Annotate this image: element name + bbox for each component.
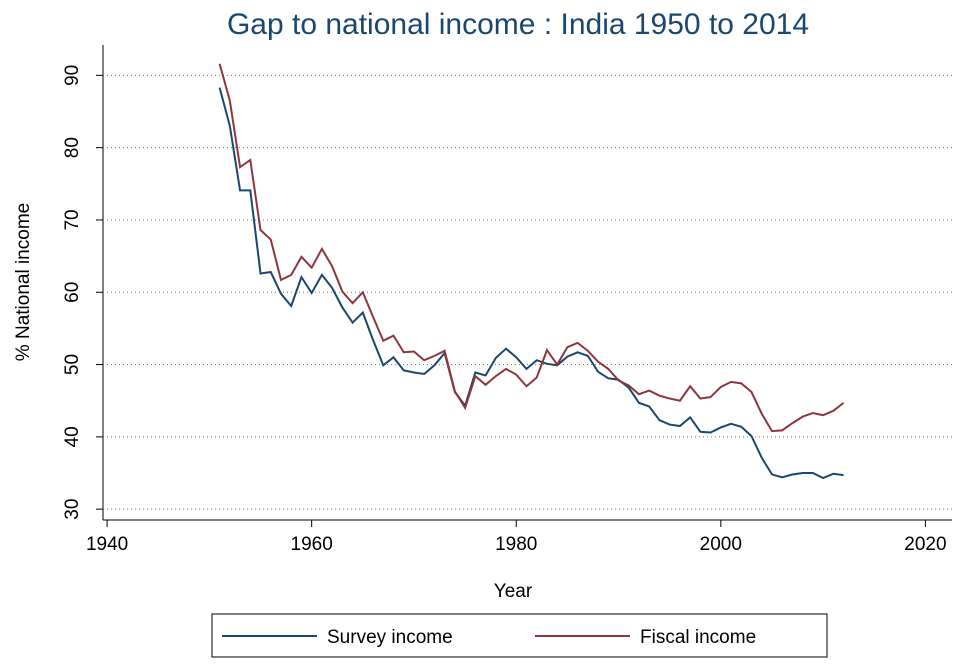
y-tick-label: 50 (62, 354, 83, 375)
y-tick-label: 40 (62, 426, 83, 447)
chart-title: Gap to national income : India 1950 to 2… (227, 8, 809, 41)
y-tick-label: 30 (62, 499, 83, 520)
x-tick-label: 2020 (904, 534, 946, 555)
y-axis-title: % National income (13, 203, 34, 361)
series-line (218, 87, 844, 480)
y-tick-label: 70 (62, 209, 83, 230)
x-tick-label: 2000 (700, 534, 742, 555)
y-tick-label: 90 (62, 65, 83, 86)
legend-label: Fiscal income (640, 627, 756, 648)
x-tick-label: 1940 (86, 534, 128, 555)
y-tick-label: 60 (62, 282, 83, 303)
x-tick-label: 1960 (291, 534, 333, 555)
legend-label: Survey income (327, 627, 453, 648)
y-tick-label: 80 (62, 137, 83, 158)
x-tick-label: 1980 (495, 534, 537, 555)
x-axis-title: Year (494, 581, 533, 602)
series-line (218, 63, 845, 433)
